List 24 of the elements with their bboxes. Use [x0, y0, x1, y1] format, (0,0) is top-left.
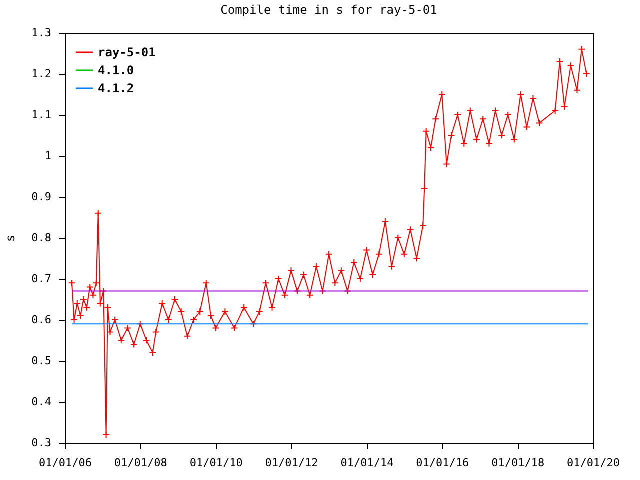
legend-label: 4.1.0: [98, 64, 134, 78]
x-tick-label: 01/01/06: [39, 456, 92, 470]
x-tick-label: 01/01/14: [340, 456, 394, 470]
y-tick-label: 0.5: [32, 354, 52, 368]
y-tick-label: 0.8: [32, 232, 52, 244]
x-tick-label: 01/01/12: [265, 456, 318, 470]
legend-label: ray-5-01: [98, 46, 156, 60]
y-tick-label: 1.2: [32, 68, 52, 80]
y-tick-label: 0.6: [32, 314, 52, 326]
x-tick-label: 01/01/10: [190, 456, 243, 470]
y-tick-label: 0.3: [32, 436, 52, 450]
x-tick-label: 01/01/18: [492, 456, 545, 470]
chart-title: Compile time in s for ray-5-01: [220, 3, 438, 17]
x-tick-label: 01/01/16: [416, 456, 470, 470]
y-tick-label: 0.7: [32, 272, 52, 286]
y-tick-label: 0.9: [32, 190, 52, 204]
x-tick-label: 01/01/20: [567, 456, 620, 470]
y-axis-title: s: [4, 234, 18, 242]
y-tick-label: 1.3: [32, 26, 52, 40]
y-tick-label: 1.1: [32, 108, 52, 122]
y-tick-label: 0.4: [32, 396, 52, 408]
legend-label: 4.1.2: [98, 82, 134, 96]
x-tick-label: 01/01/08: [114, 456, 168, 470]
y-tick-label: 1: [44, 150, 52, 162]
